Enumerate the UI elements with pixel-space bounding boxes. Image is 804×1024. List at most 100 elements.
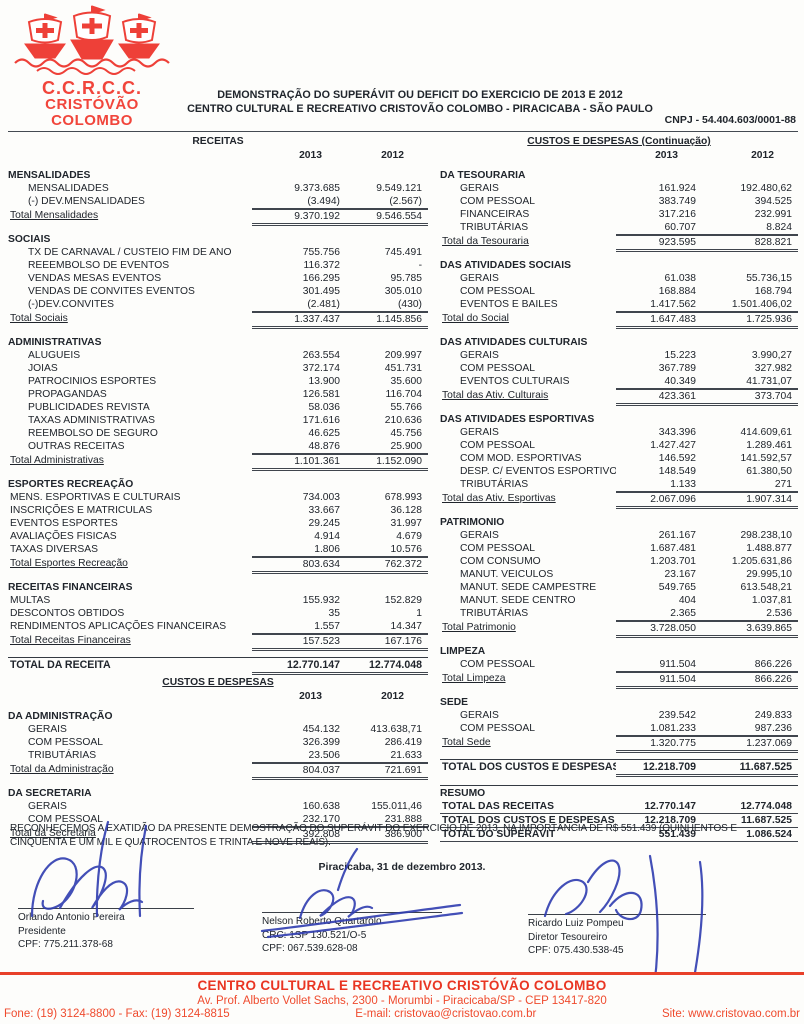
value-2013: 3.728.050: [616, 621, 702, 638]
value-2012: 286.419: [384, 737, 422, 748]
value-2012: 12.774.048: [702, 800, 798, 814]
row-label: INSCRIÇÕES E MATRICULAS: [10, 505, 153, 516]
row-label: Total da Administração: [10, 764, 114, 775]
value-2012: 41.731,07: [702, 375, 798, 389]
value-2013: 261.167: [658, 530, 696, 541]
row-label: TRIBUTÁRIAS: [460, 222, 529, 233]
value-2013: 301.495: [302, 286, 340, 297]
row-label: TOTAL DOS CUSTOS E DESPESAS: [442, 761, 616, 773]
value-2012: 10.576: [346, 543, 428, 557]
row-label: RENDIMENTOS APLICAÇÕES FINANCEIRAS: [10, 621, 227, 632]
row-label: Total Limpeza: [442, 673, 506, 684]
row-label: GERAIS: [460, 530, 499, 541]
section-title: LIMPEZA: [440, 646, 486, 657]
statement-section: ADMINISTRATIVAS ALUGUEIS 263.554 209.997 JOI…: [8, 336, 428, 471]
value-2012: 209.997: [384, 350, 422, 361]
receitas-column: RECEITAS 2013 2012 MENSALIDADES MENSALIDADES…: [8, 134, 440, 844]
value-2012: 394.525: [754, 196, 792, 207]
row-label: TX DE CARNAVAL / CUSTEIO FIM DE ANO: [28, 247, 232, 258]
value-2012: 95.785: [390, 273, 423, 284]
value-2012: 45.756: [390, 428, 423, 439]
value-2012: 298.238,10: [740, 530, 792, 541]
row-label: TRIBUTÁRIAS: [28, 750, 97, 761]
value-2013: 12.770.147: [616, 800, 702, 814]
value-2013: 755.756: [302, 247, 340, 258]
value-2013: 1.320.775: [616, 736, 702, 753]
cnpj-number: CNPJ - 54.404.603/0001-88: [664, 114, 796, 126]
column-header: CUSTOS E DESPESAS: [162, 677, 274, 688]
value-2012: 1.488.877: [746, 543, 792, 554]
row-label: PROPAGANDAS: [28, 389, 107, 400]
value-2012: 1.289.461: [746, 440, 792, 451]
value-2012: 721.691: [346, 763, 428, 780]
value-2012: 12.774.048: [346, 659, 428, 675]
logo-acronym: C.C.R.C.C.: [42, 78, 142, 98]
section-title: PATRIMONIO: [440, 517, 505, 528]
row-label: Total da Tesouraria: [442, 236, 529, 247]
row-label: REEMBOLSO DE SEGURO: [28, 428, 158, 439]
value-2012: 1.501.406,02: [702, 298, 798, 312]
value-2013: 15.223: [664, 350, 697, 361]
section-title: DAS ATIVIDADES ESPORTIVAS: [440, 414, 595, 425]
row-label: EVENTOS ESPORTES: [10, 518, 118, 529]
statement-columns: RECEITAS 2013 2012 MENSALIDADES MENSALIDADES…: [8, 131, 798, 844]
row-label: COM PESSOAL: [460, 196, 535, 207]
value-2012: 36.128: [390, 505, 423, 516]
value-2013: 383.749: [658, 196, 696, 207]
value-2013: 911.504: [616, 672, 702, 689]
signer-doc: CPF: 067.539.628-08: [262, 943, 358, 954]
value-2012: (2.567): [346, 195, 428, 209]
value-2012: 116.704: [385, 389, 422, 400]
value-2013: 13.900: [308, 376, 341, 387]
value-2012: 413.638,71: [370, 724, 422, 735]
value-2012: 3.990,27: [751, 350, 792, 361]
row-label: ALUGUEIS: [28, 350, 81, 361]
value-2013: 116.372: [303, 260, 340, 271]
section-title: ADMINISTRATIVAS: [8, 337, 102, 348]
value-2013: 372.174: [302, 363, 340, 374]
signature-block-accountant: Nelson Roberto Quartarolo CRC: 1SP 130.5…: [262, 912, 472, 956]
value-2013: 239.542: [658, 710, 696, 721]
value-2013: 923.595: [616, 235, 702, 252]
row-label: Total Mensalidades: [10, 210, 99, 221]
value-2012: (430): [346, 298, 428, 312]
three-caravels-icon: [14, 5, 170, 75]
value-2013: 454.132: [302, 724, 340, 735]
resumo-grid: RESUMO TOTAL DAS RECEITAS 12.770.147 12.774…: [440, 787, 798, 842]
statement-section: DAS ATIVIDADES ESPORTIVAS GERAIS 343.396 41…: [440, 413, 798, 509]
row-label: MANUT. SEDE CENTRO: [460, 595, 576, 606]
signature-block-president: Orlando Antonio Pereira Presidente CPF: …: [18, 908, 218, 952]
row-label: TRIBUTÁRIAS: [460, 608, 529, 619]
section-grid: LIMPEZA COM PESSOAL 911.504 866.226 Total Li…: [440, 645, 798, 689]
section-grid: SEDE GERAIS 239.542 249.833 COM PESSOAL 1.081…: [440, 696, 798, 753]
value-2013: 60.707: [616, 221, 702, 235]
value-2013: 549.765: [658, 582, 696, 593]
row-label: GERAIS: [28, 724, 67, 735]
years-row: 2013 2012: [8, 149, 428, 162]
value-2012: 141.592,57: [740, 453, 792, 464]
row-label: COM PESSOAL: [28, 737, 103, 748]
signer-doc: CPF: 075.430.538-45: [528, 945, 624, 956]
value-2013: 12.770.147: [252, 659, 346, 675]
row-label: GERAIS: [460, 183, 499, 194]
value-2013: 343.396: [658, 427, 696, 438]
statement-section: ESPORTES RECREAÇÃO MENS. ESPORTIVAS E CUL…: [8, 478, 428, 574]
signature-line: [528, 914, 706, 915]
footer-email: E-mail: cristovao@cristovao.com.br: [355, 1008, 537, 1020]
row-label: TRIBUTÁRIAS: [460, 479, 529, 490]
value-2013: 29.245: [308, 518, 341, 529]
value-2012: 2012: [381, 150, 404, 161]
value-2013: 160.638: [302, 801, 340, 812]
value-2012: 21.633: [346, 749, 428, 763]
statement-section: DA TESOURARIA GERAIS 161.924 192.480,62 COM …: [440, 169, 798, 252]
value-2012: 9.549.121: [376, 183, 422, 194]
value-2012: 168.794: [754, 286, 792, 297]
row-label: COM PESSOAL: [460, 286, 535, 297]
row-label: GERAIS: [28, 801, 67, 812]
value-2013: 2013: [299, 150, 322, 161]
value-2013: 33.667: [308, 505, 341, 516]
years-row: 2013 2012: [8, 690, 428, 703]
value-2012: 35.600: [390, 376, 423, 387]
custos-column: CUSTOS E DESPESAS (Continuação) 2013 2012 D…: [440, 134, 798, 844]
value-2012: 249.833: [754, 710, 792, 721]
